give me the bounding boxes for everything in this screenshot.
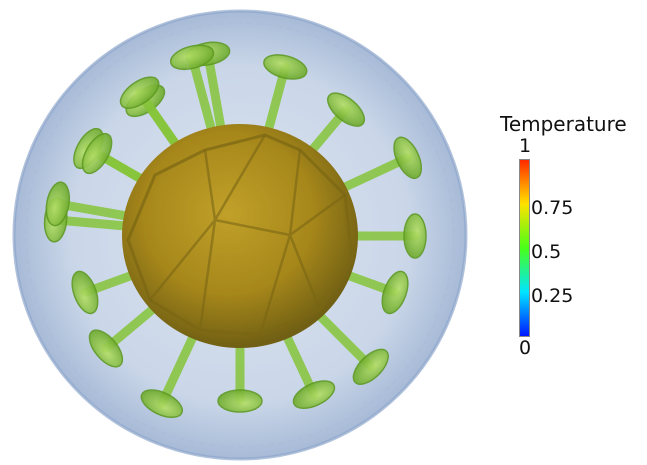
plume-cap <box>263 54 308 80</box>
colorbar-title: Temperature <box>500 112 627 136</box>
plume-cap <box>119 76 160 109</box>
hot-core <box>122 124 358 348</box>
colorbar-tick-075: 0.75 <box>531 197 574 219</box>
plume-cap <box>71 270 99 315</box>
plume-cap <box>327 92 366 127</box>
plume-cap <box>393 136 423 180</box>
plume-cap <box>403 213 427 259</box>
plume-cap <box>381 270 409 315</box>
plume-cap <box>45 181 71 227</box>
colorbar-tick-min: 0 <box>519 337 532 359</box>
plume-cap <box>217 389 263 413</box>
temperature-colorbar <box>519 159 530 337</box>
colorbar-tick-max: 1 <box>519 135 532 157</box>
colorbar-tick-025: 0.25 <box>531 285 574 307</box>
plume-cap <box>140 389 184 419</box>
colorbar-tick-05: 0.5 <box>531 241 562 263</box>
plume-cap <box>169 44 215 71</box>
plume-cap <box>292 380 336 409</box>
plume-cap <box>81 132 113 175</box>
plume-cap <box>88 329 124 368</box>
plume-cap <box>352 348 389 385</box>
